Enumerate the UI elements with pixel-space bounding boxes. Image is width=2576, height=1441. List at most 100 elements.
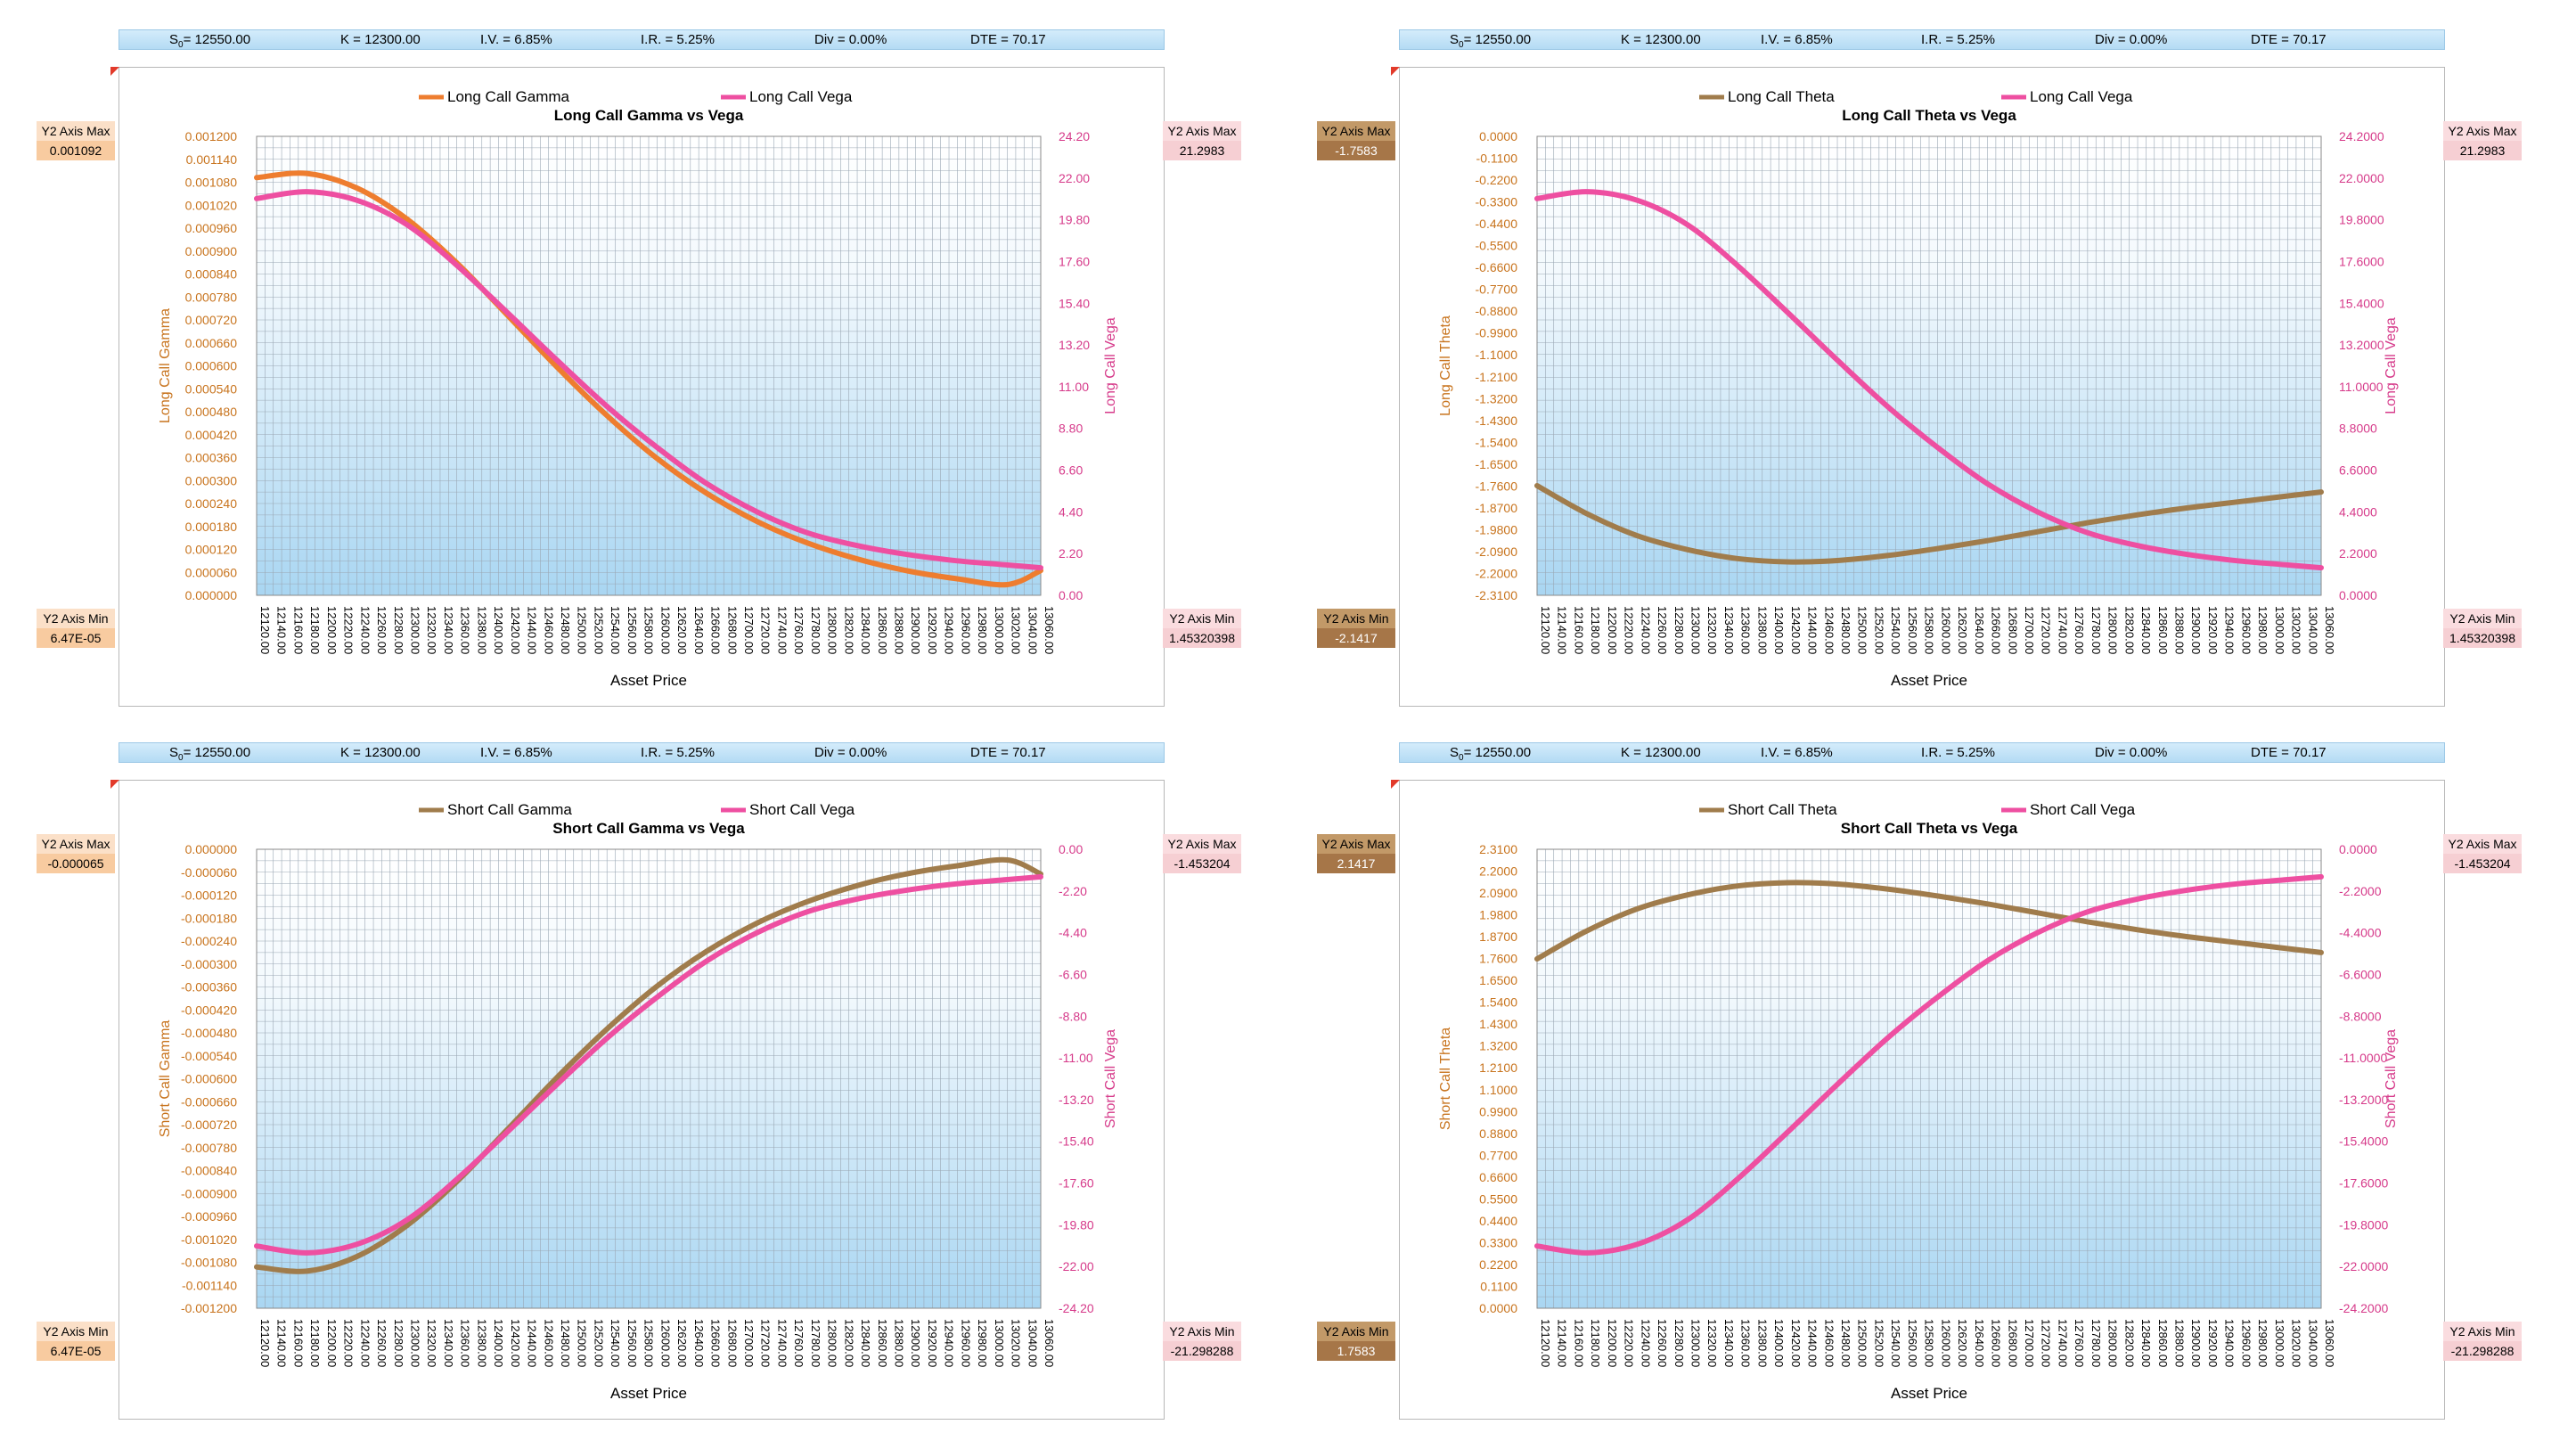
y-axis-min-tag: Y2 Axis Min -2.1417	[1317, 609, 1395, 648]
y2-tick-label: -2.20	[1059, 884, 1087, 898]
y2-tick-label: 8.8000	[2339, 422, 2377, 436]
y2-tick-label: 19.80	[1059, 213, 1090, 227]
x-tick-label: 12580.00	[1923, 606, 1936, 654]
chart-title: Long Call Gamma vs Vega	[554, 107, 744, 124]
x-tick-label: 12180.00	[1589, 1319, 1602, 1367]
y2-tick-label: -13.20	[1059, 1093, 1094, 1107]
y-tick-label: 0.3300	[1479, 1235, 1517, 1249]
legend-label: Short Call Gamma	[447, 801, 572, 818]
parameter-bar: S0= 12550.00 K = 12300.00 I.V. = 6.85% I.R.…	[119, 742, 1165, 763]
x-tick-label: 12800.00	[826, 606, 839, 654]
x-tick-label: 12780.00	[2089, 606, 2103, 654]
x-tick-label: 13000.00	[2273, 1319, 2286, 1367]
legend: Long Call Theta Long Call Vega	[1699, 88, 2133, 105]
tag-label: Y2 Axis Min	[1317, 609, 1395, 628]
y-axis-max-tag: Y2 Axis Max -1.7583	[1317, 121, 1395, 160]
y2-axis-max-tag: Y2 Axis Max -1.453204	[1163, 834, 1241, 873]
y2-tick-label: 0.00	[1059, 842, 1083, 856]
y2-tick-label: 6.6000	[2339, 463, 2377, 478]
y-tick-label: 0.0000	[1479, 1301, 1517, 1315]
y-tick-label: -1.8700	[1476, 501, 1518, 515]
y-tick-label: 2.0900	[1479, 886, 1517, 900]
x-tick-label: 12120.00	[1539, 1319, 1552, 1367]
y2-axis-min-tag: Y2 Axis Min 1.45320398	[1163, 609, 1241, 648]
x-tick-label: 13060.00	[2323, 1319, 2336, 1367]
y2-tick-label: -11.0000	[2339, 1051, 2387, 1065]
y2-tick-label: 15.40	[1059, 296, 1090, 310]
parameter-label: S	[1450, 745, 1460, 760]
tag-value: 21.2983	[1163, 141, 1241, 160]
y2-axis-max-tag: Y2 Axis Max 21.2983	[2443, 121, 2522, 160]
parameter-2: I.V. = 6.85%	[480, 745, 552, 760]
x-tick-label: 12220.00	[342, 1319, 356, 1367]
x-tick-label: 12220.00	[1623, 1319, 1636, 1367]
y2-tick-label: 13.20	[1059, 338, 1090, 352]
tag-label: Y2 Axis Max	[2443, 834, 2522, 854]
parameter-3: I.R. = 5.25%	[1921, 745, 1995, 760]
y-tick-label: -1.5400	[1476, 435, 1518, 449]
x-tick-label: 12620.00	[1956, 1319, 1969, 1367]
x-tick-label: 12840.00	[2139, 606, 2153, 654]
y-axis-max-tag: Y2 Axis Max 2.1417	[1317, 834, 1395, 873]
x-tick-label: 12160.00	[1572, 1319, 1585, 1367]
plot-border	[1536, 135, 2322, 596]
y-tick-label: -0.2200	[1476, 173, 1518, 187]
x-tick-label: 12120.00	[258, 606, 272, 654]
x-tick-label: 12820.00	[2122, 1319, 2136, 1367]
y-tick-label: -1.3200	[1476, 391, 1518, 405]
x-tick-label: 12400.00	[1772, 606, 1786, 654]
x-tick-label: 12460.00	[542, 1319, 555, 1367]
y-tick-label: 0.000480	[185, 405, 238, 419]
y-axis-max-tag: Y2 Axis Max -0.000065	[37, 834, 115, 873]
x-tick-label: 12960.00	[2239, 1319, 2253, 1367]
y-tick-label: -0.9900	[1476, 326, 1518, 340]
y-tick-label: 0.000960	[185, 221, 238, 235]
y2-axis-max-tag: Y2 Axis Max 21.2983	[1163, 121, 1241, 160]
tag-label: Y2 Axis Min	[2443, 609, 2522, 628]
y-tick-label: 0.7700	[1479, 1148, 1517, 1162]
x-axis-label: Asset Price	[610, 672, 687, 689]
tag-value: 6.47E-05	[37, 628, 115, 648]
y-tick-label: -1.9800	[1476, 522, 1518, 536]
x-tick-label: 12480.00	[559, 1319, 572, 1367]
x-tick-label: 12460.00	[542, 606, 555, 654]
x-tick-label: 12520.00	[592, 1319, 605, 1367]
parameter-0: S0= 12550.00	[169, 32, 250, 50]
x-tick-label: 12480.00	[559, 606, 572, 654]
x-tick-label: 12960.00	[2239, 606, 2253, 654]
parameter-2: I.V. = 6.85%	[480, 32, 552, 47]
parameter-value: = 12550.00	[1463, 745, 1532, 760]
x-tick-label: 12360.00	[459, 606, 472, 654]
parameter-label: S	[169, 32, 179, 47]
parameter-0: S0= 12550.00	[1450, 32, 1531, 50]
y2-tick-label: -11.00	[1059, 1051, 1093, 1065]
x-tick-label: 12920.00	[926, 1319, 939, 1367]
y-tick-label: -0.000240	[181, 934, 237, 948]
series-line-short-call-theta	[1534, 880, 2324, 962]
x-tick-label: 12620.00	[675, 1319, 689, 1367]
y2-axis-min-tag: Y2 Axis Min -21.298288	[1163, 1322, 1241, 1361]
x-tick-label: 12980.00	[976, 1319, 989, 1367]
x-tick-label: 12580.00	[642, 606, 656, 654]
legend-label: Long Call Vega	[749, 88, 853, 105]
x-tick-label: 12240.00	[1639, 606, 1652, 654]
parameter-4: Div = 0.00%	[814, 745, 887, 760]
x-tick-label: 12500.00	[576, 606, 589, 654]
y2-tick-label: -4.4000	[2339, 926, 2382, 940]
x-tick-label: 12900.00	[909, 606, 922, 654]
y-tick-label: -0.000420	[181, 1003, 237, 1017]
x-tick-label: 12160.00	[1572, 606, 1585, 654]
y-tick-label: 1.1000	[1479, 1083, 1517, 1097]
x-tick-label: 12740.00	[775, 1319, 789, 1367]
x-tick-label: 12900.00	[2189, 1319, 2203, 1367]
tag-value: -21.298288	[2443, 1341, 2522, 1361]
parameter-1: K = 12300.00	[340, 745, 421, 760]
parameter-bar: S0= 12550.00 K = 12300.00 I.V. = 6.85% I.R.…	[119, 29, 1165, 50]
x-axis-label: Asset Price	[1891, 672, 1967, 689]
plot-border	[1536, 848, 2322, 1309]
legend: Short Call Theta Short Call Vega	[1699, 801, 2136, 818]
parameter-4: Div = 0.00%	[2095, 32, 2168, 47]
y2-tick-label: -24.20	[1059, 1301, 1094, 1315]
y2-axis-min-tag: Y2 Axis Min -21.298288	[2443, 1322, 2522, 1361]
